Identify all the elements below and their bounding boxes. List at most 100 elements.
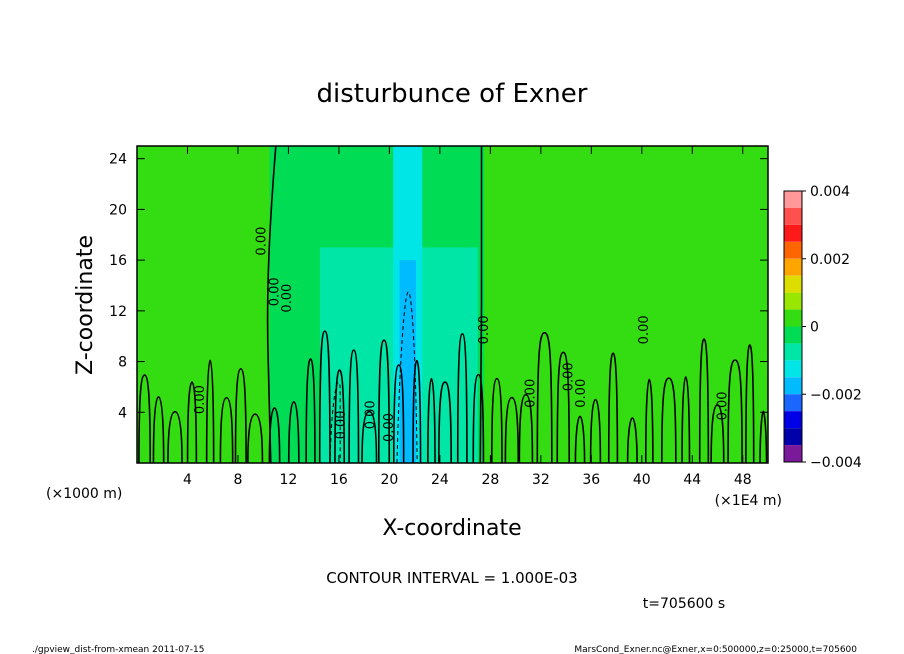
y-tick-label: 16 <box>109 253 127 269</box>
colorbar-swatch <box>784 326 802 344</box>
contour-line <box>644 378 654 463</box>
contour-line <box>334 369 345 463</box>
y-axis-label: Z-coordinate <box>73 235 98 375</box>
contour-line <box>491 377 503 463</box>
colorbar-tick-label: −0.002 <box>810 387 862 403</box>
x-axis-unit: (×1E4 m) <box>715 493 782 509</box>
contour-label: 0.00 <box>334 410 349 439</box>
contour-label: 0.00 <box>382 413 397 442</box>
contour-line <box>574 415 586 463</box>
y-axis-unit: (×1000 m) <box>46 486 122 502</box>
contour-line <box>698 338 710 463</box>
contour-line <box>626 417 638 463</box>
colorbar-swatch <box>784 275 802 293</box>
colorbar-swatch <box>784 191 802 208</box>
colorbar-swatch <box>784 224 802 242</box>
contour-line <box>427 377 436 463</box>
colorbar-tick-label: −0.004 <box>810 455 862 471</box>
contour-line <box>205 359 215 463</box>
contour-line <box>219 396 234 463</box>
y-tick-label: 24 <box>109 152 127 168</box>
x-tick-label: 4 <box>183 472 192 488</box>
x-tick-label: 44 <box>683 472 701 488</box>
colorbar-swatch <box>784 292 802 310</box>
contour-line <box>266 146 277 463</box>
x-tick-label: 36 <box>582 472 600 488</box>
contour-line <box>377 339 391 463</box>
y-tick-label: 4 <box>118 405 127 421</box>
plot-frame <box>136 145 769 464</box>
y-axis: 4 8 12 16 20 24 <box>109 152 768 421</box>
contour-line <box>167 410 183 463</box>
contour-label: 0.00 <box>267 277 282 306</box>
colorbar-swatch <box>784 411 802 429</box>
contour-line-negative <box>396 291 418 463</box>
colorbar-swatch <box>784 309 802 327</box>
colorbar-swatch <box>784 360 802 378</box>
footer-right: MarsCond_Exner.nc@Exner,x=0:500000,z=0:2… <box>574 645 857 654</box>
x-tick-label: 16 <box>330 472 348 488</box>
contour-label: 0.00 <box>363 400 378 429</box>
x-tick-label: 20 <box>380 472 398 488</box>
contour-label: 0.00 <box>561 362 576 391</box>
colorbar-swatch <box>784 241 802 259</box>
contour-line <box>504 396 520 463</box>
contour-line <box>305 358 316 463</box>
contour-label: 0.00 <box>193 385 208 414</box>
y-tick-label: 8 <box>118 355 127 371</box>
contour-line <box>589 398 602 463</box>
contour-line <box>348 349 360 463</box>
contour-line <box>607 352 619 463</box>
time-stamp: t=705600 s <box>643 596 725 612</box>
contour-label: 0.00 <box>280 284 295 313</box>
y-tick-label: 20 <box>109 202 127 218</box>
contour-line <box>661 377 677 463</box>
contour-line <box>288 401 300 463</box>
contour-label: 0.00 <box>255 227 270 256</box>
contour-line <box>186 381 198 463</box>
contour-labels: 0.000.000.000.000.00 0.00 0.000.000.000.00… <box>193 227 730 442</box>
contour-line <box>456 333 468 463</box>
contour-label: 0.00 <box>574 379 589 408</box>
contour-label: 0.00 <box>477 315 492 344</box>
contour-line <box>745 344 755 463</box>
contour-line <box>361 410 378 463</box>
x-axis: 4 8 12 16 20 24 28 32 36 40 44 48 <box>183 146 752 488</box>
x-tick-label: 12 <box>280 472 298 488</box>
heatmap-region <box>457 374 468 463</box>
colorbar-swatch <box>784 207 802 225</box>
contour-interval-note: CONTOUR INTERVAL = 1.000E-03 <box>326 569 577 587</box>
colorbar-frame <box>783 190 803 463</box>
contour-line <box>438 381 452 463</box>
colorbar-tick-label: 0 <box>810 320 819 336</box>
contour-line <box>247 413 264 463</box>
contour-line <box>727 359 743 463</box>
contour-line <box>152 396 165 463</box>
contour-line <box>318 330 331 463</box>
contour-line <box>412 359 422 463</box>
x-tick-label: 24 <box>431 472 449 488</box>
colorbar-swatch <box>784 428 802 446</box>
contour-line <box>472 373 485 463</box>
x-tick-label: 32 <box>532 472 550 488</box>
x-tick-label: 40 <box>633 472 651 488</box>
x-tick-label: 28 <box>481 472 499 488</box>
contour-line <box>759 410 768 463</box>
colorbar: 0.004 0.002 0 −0.002 −0.004 <box>784 184 862 471</box>
x-tick-label: 48 <box>734 472 752 488</box>
colorbar-swatch <box>784 394 802 412</box>
colorbar-swatch <box>784 343 802 361</box>
chart-title: disturbunce of Exner <box>317 79 588 109</box>
x-axis-label: X-coordinate <box>382 516 521 541</box>
colorbar-swatch <box>784 258 802 276</box>
contour-lines <box>138 146 768 463</box>
heatmap-field <box>137 146 768 463</box>
colorbar-tick-label: 0.002 <box>810 252 850 268</box>
contour-label: 0.00 <box>524 379 539 408</box>
colorbar-swatch <box>784 377 802 395</box>
contour-line-negative <box>329 381 341 463</box>
colorbar-swatch <box>784 445 802 462</box>
contour-line <box>681 376 691 463</box>
